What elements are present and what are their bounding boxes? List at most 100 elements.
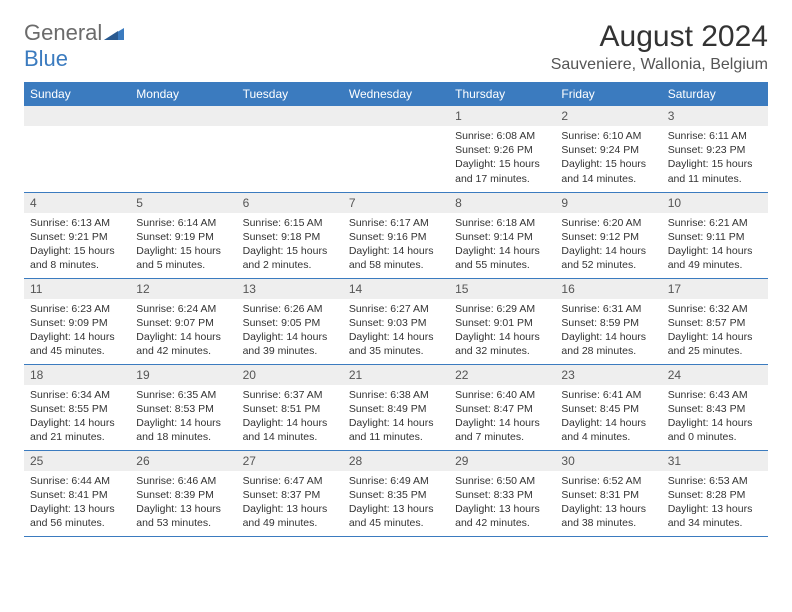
daylight-text: and 17 minutes. [455,172,549,186]
empty-day [130,106,236,126]
sunrise-text: Sunrise: 6:53 AM [668,474,762,488]
calendar-cell: 27Sunrise: 6:47 AMSunset: 8:37 PMDayligh… [237,450,343,536]
day-number: 25 [24,451,130,471]
sunrise-text: Sunrise: 6:31 AM [561,302,655,316]
sunrise-text: Sunrise: 6:29 AM [455,302,549,316]
sunset-text: Sunset: 9:26 PM [455,143,549,157]
calendar-cell: 11Sunrise: 6:23 AMSunset: 9:09 PMDayligh… [24,278,130,364]
daylight-text: Daylight: 14 hours [136,330,230,344]
sunrise-text: Sunrise: 6:21 AM [668,216,762,230]
sunset-text: Sunset: 9:09 PM [30,316,124,330]
sunset-text: Sunset: 8:35 PM [349,488,443,502]
day-number: 26 [130,451,236,471]
day-number: 15 [449,279,555,299]
calendar-cell: 2Sunrise: 6:10 AMSunset: 9:24 PMDaylight… [555,106,661,192]
day-details: Sunrise: 6:34 AMSunset: 8:55 PMDaylight:… [24,385,130,448]
day-details: Sunrise: 6:35 AMSunset: 8:53 PMDaylight:… [130,385,236,448]
sunrise-text: Sunrise: 6:23 AM [30,302,124,316]
empty-day [24,106,130,126]
calendar-cell: 24Sunrise: 6:43 AMSunset: 8:43 PMDayligh… [662,364,768,450]
daylight-text: Daylight: 14 hours [561,330,655,344]
calendar-cell: 17Sunrise: 6:32 AMSunset: 8:57 PMDayligh… [662,278,768,364]
calendar-cell: 22Sunrise: 6:40 AMSunset: 8:47 PMDayligh… [449,364,555,450]
sunset-text: Sunset: 8:33 PM [455,488,549,502]
weekday-header: Tuesday [237,82,343,106]
daylight-text: Daylight: 15 hours [136,244,230,258]
day-details: Sunrise: 6:11 AMSunset: 9:23 PMDaylight:… [662,126,768,189]
calendar-cell: 16Sunrise: 6:31 AMSunset: 8:59 PMDayligh… [555,278,661,364]
day-number: 28 [343,451,449,471]
daylight-text: Daylight: 13 hours [349,502,443,516]
day-details: Sunrise: 6:14 AMSunset: 9:19 PMDaylight:… [130,213,236,276]
weekday-header: Wednesday [343,82,449,106]
daylight-text: and 5 minutes. [136,258,230,272]
calendar-cell: 23Sunrise: 6:41 AMSunset: 8:45 PMDayligh… [555,364,661,450]
daylight-text: and 42 minutes. [136,344,230,358]
daylight-text: and 52 minutes. [561,258,655,272]
calendar-cell: 12Sunrise: 6:24 AMSunset: 9:07 PMDayligh… [130,278,236,364]
sunrise-text: Sunrise: 6:46 AM [136,474,230,488]
daylight-text: Daylight: 14 hours [668,416,762,430]
logo-triangle-icon [104,20,124,46]
day-number: 1 [449,106,555,126]
calendar-page: General Blue August 2024 Sauveniere, Wal… [0,0,792,557]
daylight-text: and 32 minutes. [455,344,549,358]
sunrise-text: Sunrise: 6:14 AM [136,216,230,230]
day-details: Sunrise: 6:13 AMSunset: 9:21 PMDaylight:… [24,213,130,276]
day-details: Sunrise: 6:15 AMSunset: 9:18 PMDaylight:… [237,213,343,276]
daylight-text: and 11 minutes. [668,172,762,186]
daylight-text: Daylight: 14 hours [136,416,230,430]
daylight-text: and 28 minutes. [561,344,655,358]
logo: General Blue [24,20,124,72]
calendar-cell: 18Sunrise: 6:34 AMSunset: 8:55 PMDayligh… [24,364,130,450]
location-text: Sauveniere, Wallonia, Belgium [551,56,768,74]
sunrise-text: Sunrise: 6:40 AM [455,388,549,402]
day-number: 11 [24,279,130,299]
sunrise-text: Sunrise: 6:41 AM [561,388,655,402]
weekday-header: Thursday [449,82,555,106]
calendar-body: 1Sunrise: 6:08 AMSunset: 9:26 PMDaylight… [24,106,768,536]
sunset-text: Sunset: 8:39 PM [136,488,230,502]
day-details: Sunrise: 6:27 AMSunset: 9:03 PMDaylight:… [343,299,449,362]
daylight-text: Daylight: 13 hours [561,502,655,516]
weekday-header: Saturday [662,82,768,106]
daylight-text: and 53 minutes. [136,516,230,530]
day-details: Sunrise: 6:52 AMSunset: 8:31 PMDaylight:… [555,471,661,534]
calendar-cell: 10Sunrise: 6:21 AMSunset: 9:11 PMDayligh… [662,192,768,278]
weekday-header: Friday [555,82,661,106]
day-details: Sunrise: 6:31 AMSunset: 8:59 PMDaylight:… [555,299,661,362]
sunrise-text: Sunrise: 6:50 AM [455,474,549,488]
daylight-text: Daylight: 14 hours [349,330,443,344]
sunrise-text: Sunrise: 6:38 AM [349,388,443,402]
day-details: Sunrise: 6:38 AMSunset: 8:49 PMDaylight:… [343,385,449,448]
sunrise-text: Sunrise: 6:35 AM [136,388,230,402]
calendar-cell: 15Sunrise: 6:29 AMSunset: 9:01 PMDayligh… [449,278,555,364]
calendar-cell: 3Sunrise: 6:11 AMSunset: 9:23 PMDaylight… [662,106,768,192]
day-details: Sunrise: 6:20 AMSunset: 9:12 PMDaylight:… [555,213,661,276]
day-number: 14 [343,279,449,299]
sunset-text: Sunset: 9:11 PM [668,230,762,244]
day-details: Sunrise: 6:26 AMSunset: 9:05 PMDaylight:… [237,299,343,362]
calendar-cell: 28Sunrise: 6:49 AMSunset: 8:35 PMDayligh… [343,450,449,536]
sunrise-text: Sunrise: 6:20 AM [561,216,655,230]
daylight-text: Daylight: 15 hours [455,157,549,171]
daylight-text: and 14 minutes. [561,172,655,186]
sunset-text: Sunset: 8:31 PM [561,488,655,502]
day-details: Sunrise: 6:21 AMSunset: 9:11 PMDaylight:… [662,213,768,276]
sunset-text: Sunset: 9:07 PM [136,316,230,330]
daylight-text: and 0 minutes. [668,430,762,444]
daylight-text: Daylight: 14 hours [561,244,655,258]
daylight-text: and 49 minutes. [668,258,762,272]
day-number: 2 [555,106,661,126]
calendar-cell: 13Sunrise: 6:26 AMSunset: 9:05 PMDayligh… [237,278,343,364]
sunset-text: Sunset: 9:21 PM [30,230,124,244]
day-details: Sunrise: 6:46 AMSunset: 8:39 PMDaylight:… [130,471,236,534]
calendar-cell: 26Sunrise: 6:46 AMSunset: 8:39 PMDayligh… [130,450,236,536]
daylight-text: and 35 minutes. [349,344,443,358]
sunrise-text: Sunrise: 6:10 AM [561,129,655,143]
calendar-cell: 19Sunrise: 6:35 AMSunset: 8:53 PMDayligh… [130,364,236,450]
sunset-text: Sunset: 8:49 PM [349,402,443,416]
daylight-text: Daylight: 15 hours [668,157,762,171]
calendar-week-row: 4Sunrise: 6:13 AMSunset: 9:21 PMDaylight… [24,192,768,278]
day-number: 9 [555,193,661,213]
